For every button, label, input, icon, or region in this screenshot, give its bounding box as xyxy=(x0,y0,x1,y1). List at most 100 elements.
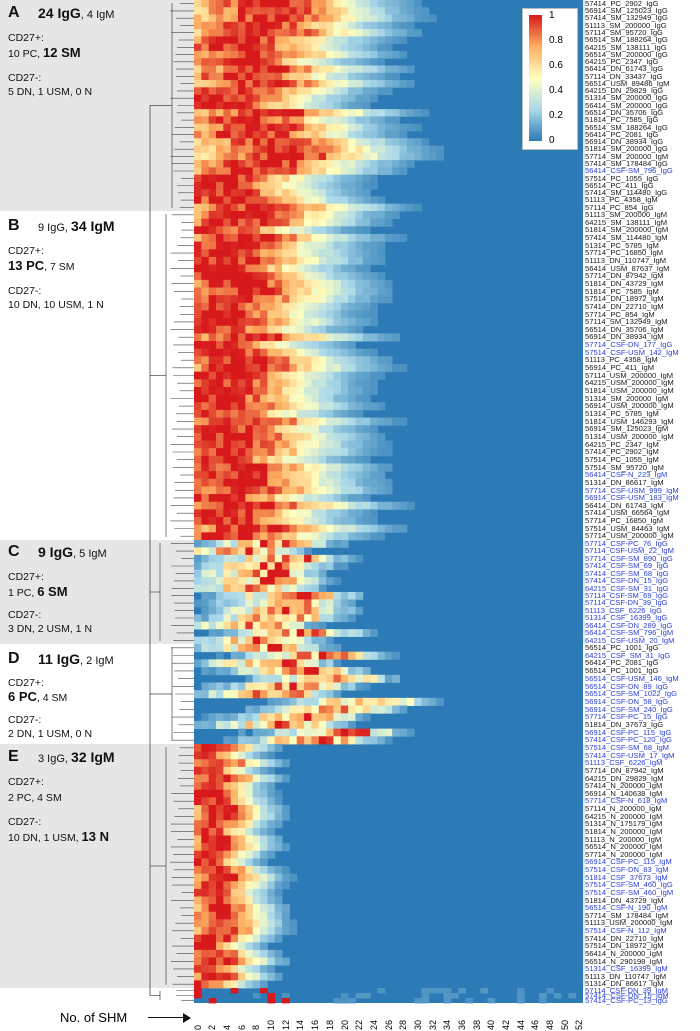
heatmap-cell xyxy=(355,325,364,334)
heatmap-cell xyxy=(216,203,224,212)
heatmap-cell xyxy=(245,341,254,350)
heatmap-cell xyxy=(355,0,364,8)
heatmap-cell xyxy=(230,736,239,745)
colorbar-tick: 0.2 xyxy=(549,110,563,121)
row-label: 56914_CSF-USM_183_IgM xyxy=(585,493,679,503)
row-label: 57514_CSF-SM_460_IgM xyxy=(585,887,674,897)
heatmap-cell xyxy=(333,486,342,495)
heatmap-cell xyxy=(318,651,327,660)
heatmap-cell xyxy=(216,577,224,585)
heatmap-cell xyxy=(223,759,232,768)
heatmap-cell xyxy=(260,896,268,905)
heatmap-cell xyxy=(282,998,290,1004)
heatmap-cell xyxy=(208,606,217,615)
heatmap-cell xyxy=(208,766,217,775)
heatmap-cell xyxy=(194,690,202,699)
heatmap-cell xyxy=(208,636,217,645)
heatmap-cell xyxy=(260,965,268,974)
heatmap-cell xyxy=(406,501,415,510)
heatmap-cell xyxy=(282,302,290,311)
row-label: 64215_PC_2347_IgG xyxy=(585,57,659,66)
heatmap-cell xyxy=(201,181,210,190)
heatmap-cell xyxy=(216,667,224,676)
heatmap-cell xyxy=(252,782,261,791)
heatmap-cell xyxy=(326,379,334,388)
heatmap-cell xyxy=(304,682,312,691)
heatmap-cell xyxy=(355,58,364,66)
heatmap-cell xyxy=(340,65,349,74)
heatmap-cell xyxy=(230,614,239,623)
heatmap-cell xyxy=(348,417,356,426)
x-tick-label: 22 xyxy=(354,1019,365,1030)
heatmap-cell xyxy=(208,160,217,168)
heatmap-cell xyxy=(289,736,298,745)
heatmap-cell xyxy=(304,728,312,737)
heatmap-cell xyxy=(260,333,268,342)
heatmap-cell xyxy=(282,448,290,457)
heatmap-cell xyxy=(245,0,254,8)
heatmap-cell xyxy=(216,14,224,23)
heatmap-cell xyxy=(355,318,364,327)
heatmap-cell xyxy=(267,697,276,706)
heatmap-cell xyxy=(238,310,246,319)
heatmap-cell xyxy=(238,302,246,311)
heatmap-cell xyxy=(304,7,312,15)
heatmap-cell xyxy=(282,540,290,548)
heatmap-cell xyxy=(340,463,349,472)
heatmap-cell xyxy=(355,101,364,110)
heatmap-cell xyxy=(252,341,261,350)
row-label: 56514_CSF-USM_146_IgM xyxy=(585,673,679,683)
heatmap-cell xyxy=(208,174,217,183)
heatmap-cell xyxy=(392,145,400,154)
heatmap-cell xyxy=(311,36,320,45)
heatmap-cell xyxy=(340,72,349,81)
heatmap-cell xyxy=(208,835,217,844)
heatmap-cell xyxy=(194,881,202,890)
heatmap-cell xyxy=(326,682,334,691)
heatmap-cell xyxy=(362,333,371,342)
heatmap-cell xyxy=(260,87,268,95)
heatmap-cell xyxy=(333,196,342,205)
heatmap-cell xyxy=(377,43,386,52)
heatmap-cell xyxy=(340,295,349,304)
heatmap-cell xyxy=(282,636,290,645)
heatmap-cell xyxy=(355,394,364,403)
heatmap-cell xyxy=(377,440,386,449)
heatmap-cell xyxy=(355,241,364,250)
heatmap-cell xyxy=(267,524,276,533)
heatmap-cell xyxy=(362,356,371,365)
heatmap-cell xyxy=(223,904,232,913)
heatmap-cell xyxy=(304,554,312,563)
heatmap-cell xyxy=(238,130,246,139)
heatmap-cell xyxy=(230,606,239,615)
heatmap-cell xyxy=(252,843,261,852)
heatmap-cell xyxy=(355,226,364,235)
heatmap-cell xyxy=(194,471,202,480)
heatmap-cell xyxy=(282,325,290,334)
heatmap-cell xyxy=(282,417,290,426)
heatmap-cell xyxy=(245,751,254,760)
heatmap-cell xyxy=(267,333,276,342)
heatmap-cell xyxy=(333,72,342,81)
heatmap-cell xyxy=(318,50,327,59)
heatmap-cell xyxy=(208,167,217,176)
heatmap-cell xyxy=(282,705,290,714)
heatmap-cell xyxy=(318,592,327,600)
heatmap-cell xyxy=(274,138,283,146)
heatmap-cell xyxy=(194,174,202,183)
x-tick-label: 36 xyxy=(456,1019,467,1030)
heatmap-cell xyxy=(348,674,356,683)
heatmap-cell xyxy=(201,448,210,457)
heatmap-cell xyxy=(318,272,327,281)
heatmap-cell xyxy=(289,295,298,304)
heatmap-cell xyxy=(260,371,268,380)
heatmap-cell xyxy=(267,873,276,882)
heatmap-cell xyxy=(238,80,246,88)
heatmap-cell xyxy=(296,532,305,541)
heatmap-cell xyxy=(362,211,371,220)
heatmap-cell xyxy=(282,805,290,814)
heatmap-cell xyxy=(252,562,261,571)
heatmap-cell xyxy=(230,226,239,235)
heatmap-cell xyxy=(216,501,224,510)
heatmap-cell xyxy=(252,440,261,449)
